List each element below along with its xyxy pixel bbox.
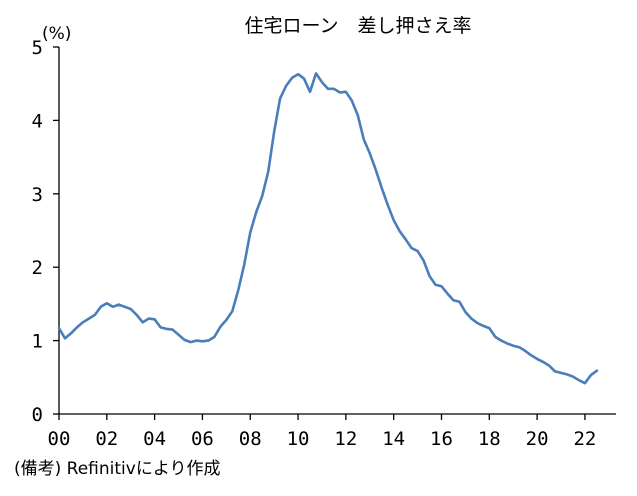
y-tick-label: 1: [32, 331, 43, 353]
y-tick-label: 2: [32, 257, 43, 279]
y-tick-label: 3: [32, 184, 43, 206]
x-tick-label: 20: [526, 428, 549, 450]
x-tick-label: 06: [191, 428, 214, 450]
x-axis-ticks: 00 02 04 06 08 10 12 14 16 18 20 22: [48, 414, 596, 450]
x-tick-label: 12: [334, 428, 357, 450]
x-tick-label: 08: [239, 428, 262, 450]
y-axis-ticks: 0 1 2 3 4 5: [32, 37, 59, 426]
y-tick-label: 5: [32, 37, 43, 59]
series-line: [57, 72, 599, 385]
x-tick-label: 16: [430, 428, 453, 450]
x-tick-label: 02: [95, 428, 118, 450]
y-tick-label: 4: [32, 110, 43, 132]
x-tick-label: 10: [287, 428, 310, 450]
chart-title: 住宅ローン 差し押さえ率: [244, 15, 471, 37]
x-tick-label: 22: [573, 428, 596, 450]
x-tick-label: 18: [478, 428, 501, 450]
y-tick-label: 0: [32, 404, 43, 426]
x-tick-label: 04: [143, 428, 166, 450]
x-tick-label: 00: [48, 428, 71, 450]
x-tick-label: 14: [382, 428, 405, 450]
y-axis-unit: (%): [42, 24, 71, 44]
source-note: (備考) Refinitivにより作成: [14, 459, 221, 479]
